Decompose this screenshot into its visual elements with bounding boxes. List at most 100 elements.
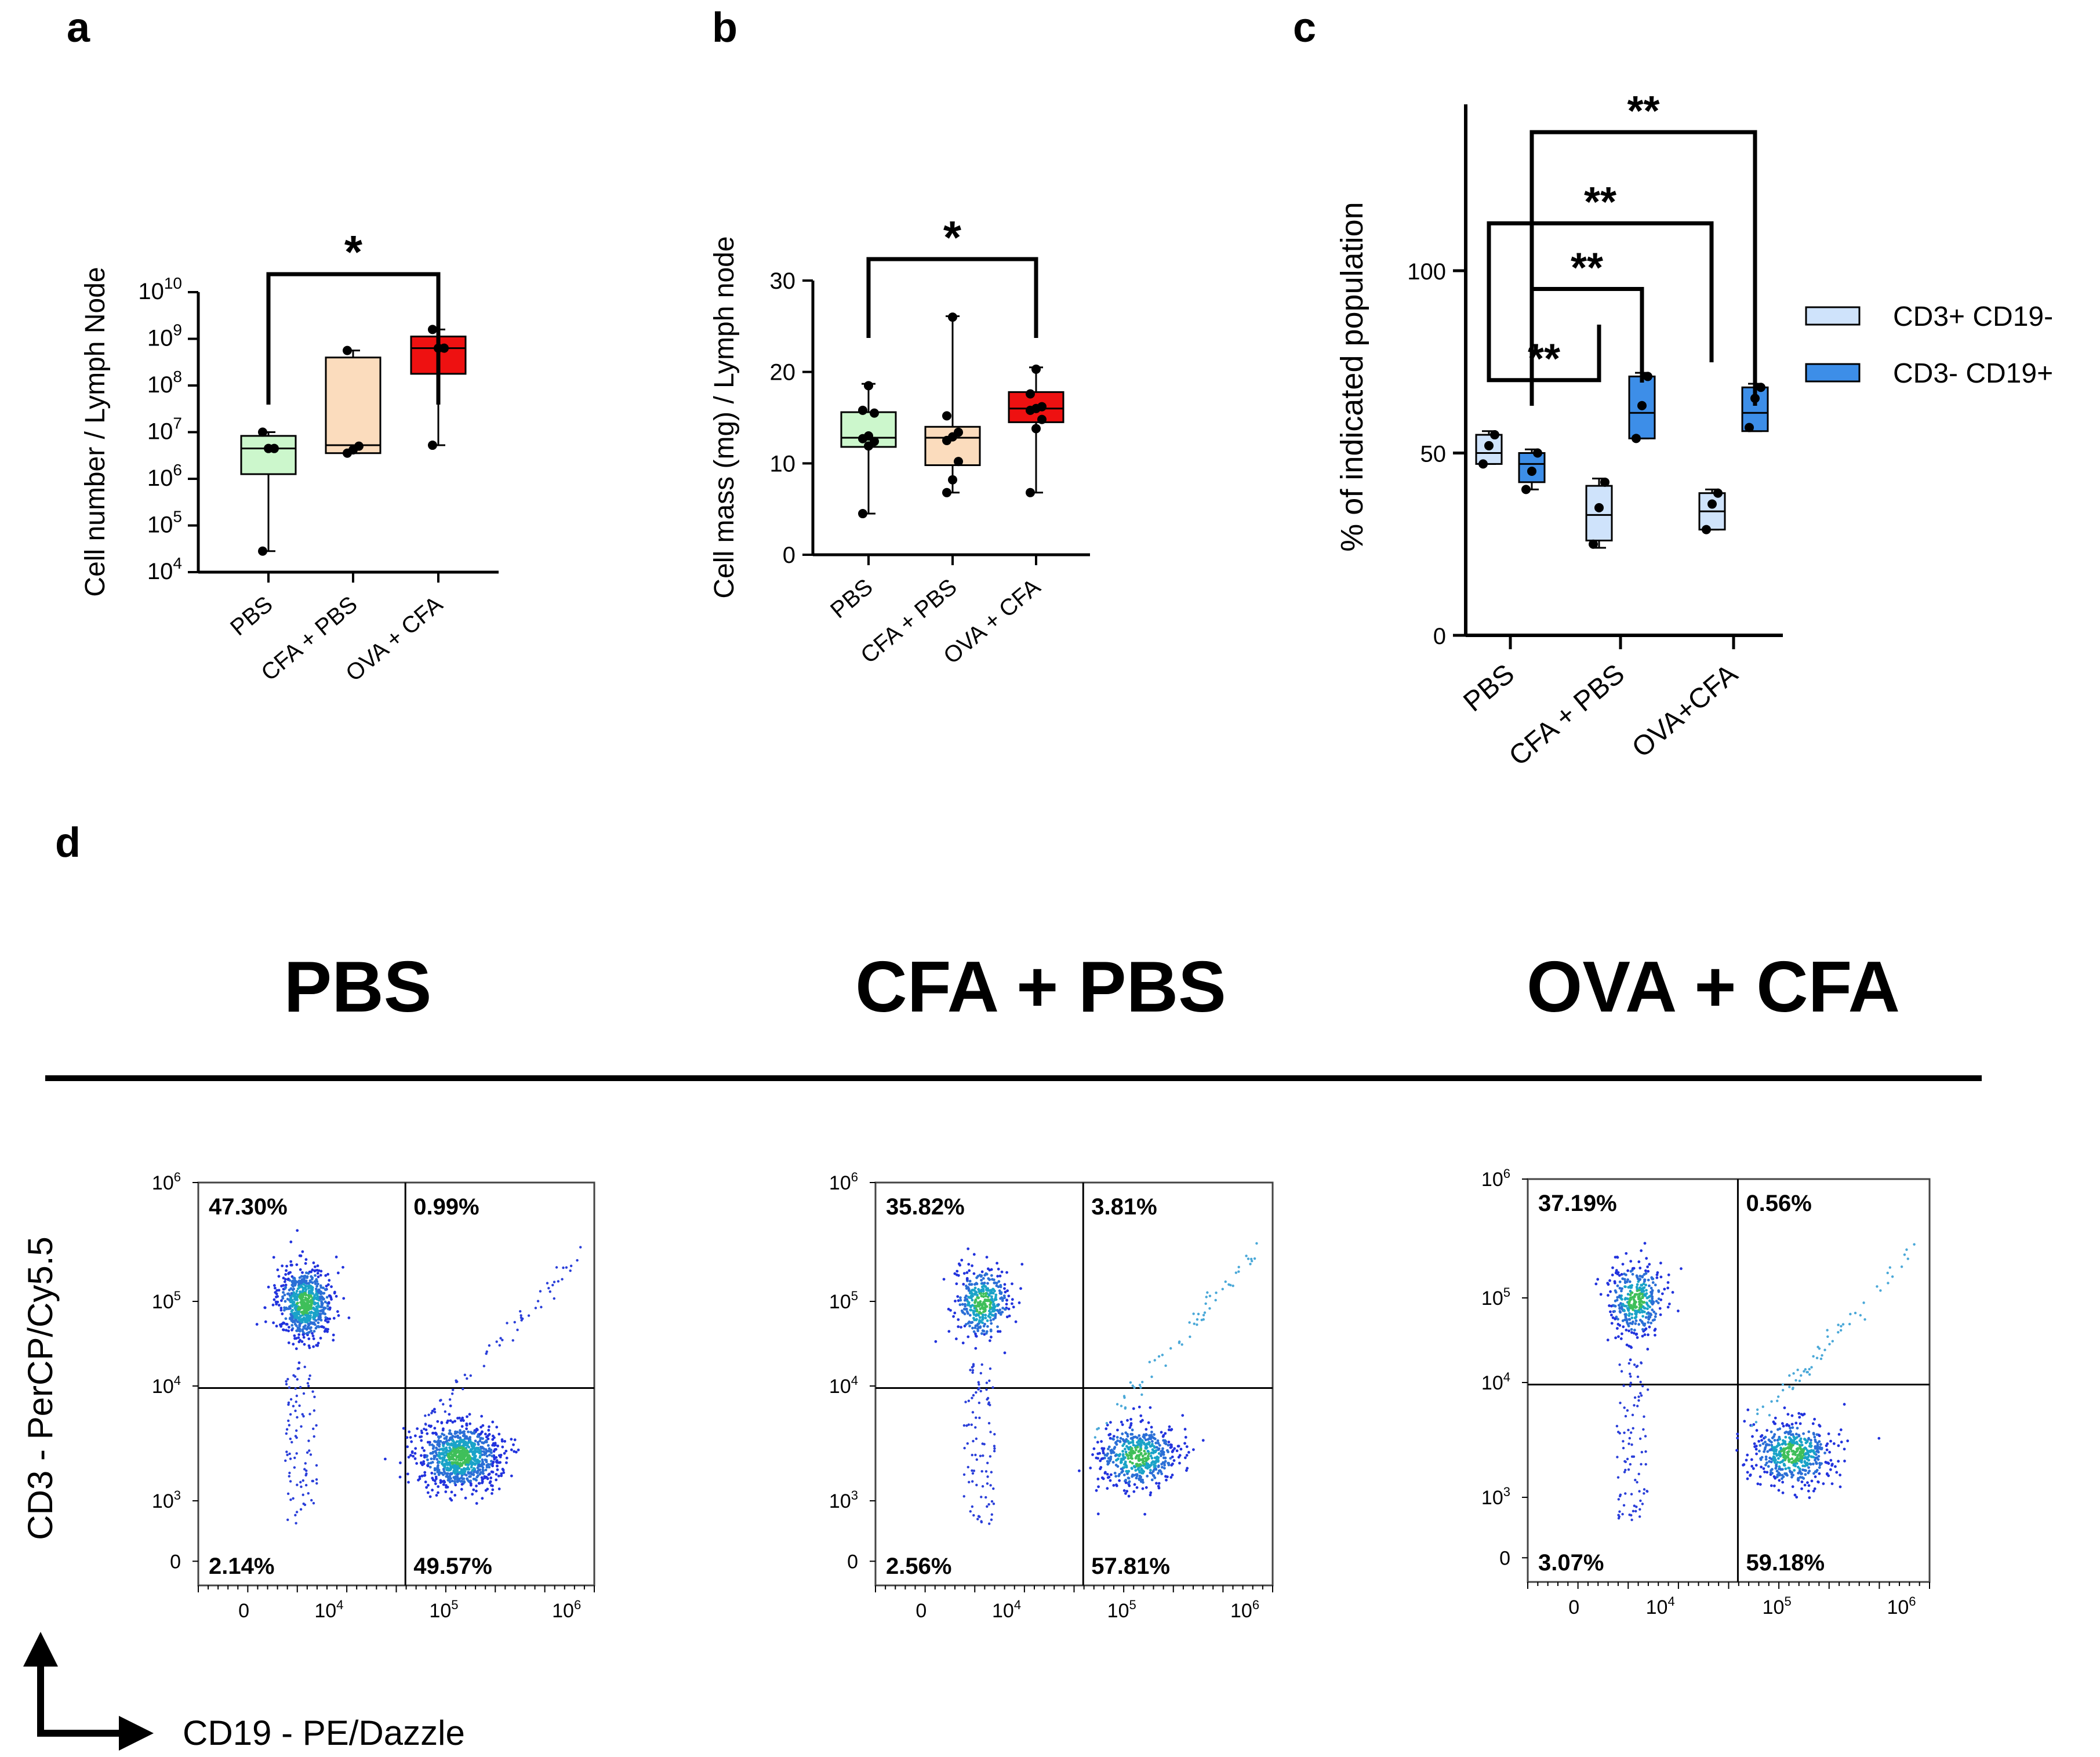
y-tick-label: 106 [1481,1166,1510,1191]
panel-label-b: b [712,5,737,51]
event-dot [1114,1475,1118,1478]
y-tick-label: 108 [147,368,182,398]
event-dot [957,1299,960,1303]
event-dot [441,1432,444,1436]
event-dot [292,1313,295,1316]
event-dot [497,1487,501,1490]
event-dot [997,1311,1001,1315]
box-iqr [240,435,297,475]
event-dot [964,1400,967,1403]
event-dot [297,1367,300,1370]
event-dot [462,1472,465,1475]
event-dot [987,1315,990,1318]
event-dot [1624,1315,1627,1319]
event-dot [407,1480,410,1484]
event-dot [1900,1265,1903,1268]
event-dot [322,1292,326,1295]
event-dot [450,1472,453,1476]
event-dot [1001,1299,1004,1303]
event-dot [472,1442,475,1445]
x-tick-label: CFA + PBS [1503,659,1630,772]
event-dot [486,1437,490,1440]
event-dot [1743,1420,1746,1423]
event-dot [957,1325,960,1329]
event-dot [1116,1436,1119,1439]
event-dot [1118,1472,1121,1476]
event-dot [487,1473,491,1476]
event-dot [1798,1467,1801,1471]
event-dot [1005,1271,1008,1274]
event-dot [1837,1331,1840,1334]
event-dot [1616,1318,1619,1321]
event-dot [962,1473,966,1476]
event-dot [293,1294,297,1297]
event-dot [1641,1275,1644,1278]
event-dot [304,1286,307,1289]
event-dot [1631,1413,1634,1417]
event-dot [292,1497,295,1500]
event-dot [1781,1474,1784,1477]
event-dot [1786,1450,1789,1454]
event-dot [1611,1266,1614,1269]
event-dot [1645,1489,1648,1493]
event-dot [1164,1442,1168,1446]
event-dot [1642,1428,1645,1431]
event-dot [1161,1465,1164,1469]
event-dot [1794,1432,1798,1436]
quadrant-lr: 59.18% [1746,1550,1825,1576]
event-dot [409,1436,412,1439]
event-dot [1627,1314,1631,1317]
event-dot [1215,1291,1218,1294]
event-dot [1129,1441,1132,1445]
event-dot [1773,1439,1776,1442]
event-dot [1788,1385,1791,1388]
event-dot [1792,1453,1794,1456]
event-dot [439,1435,442,1438]
event-dot [971,1366,974,1369]
event-dot [1157,1465,1160,1468]
x-tick-label: 104 [314,1598,343,1622]
event-dot [985,1330,989,1333]
event-dot [1746,1408,1750,1412]
event-dot [1121,1450,1124,1453]
event-dot [288,1326,290,1329]
event-dot [1138,1384,1142,1387]
x-tick-label: 0 [1568,1596,1579,1618]
event-dot [290,1280,294,1283]
data-point [858,405,867,415]
event-dot [273,1298,276,1301]
event-dot [1826,1329,1829,1332]
event-dot [315,1424,318,1427]
event-dot [1171,1474,1174,1476]
event-dot [1783,1464,1786,1467]
event-dot [297,1361,301,1365]
event-dot [307,1439,310,1442]
event-dot [277,1304,281,1307]
event-dot [272,1321,275,1325]
event-dot [296,1301,299,1305]
event-dot [1138,1478,1141,1481]
event-dot [1767,1465,1770,1468]
event-dot [978,1316,982,1319]
event-dot [433,1410,437,1414]
event-dot [1189,1335,1191,1338]
event-dot [1638,1293,1641,1296]
event-dot [310,1311,313,1315]
event-dot [454,1461,457,1464]
event-dot [976,1302,980,1305]
event-dot [308,1317,312,1320]
event-dot [967,1465,969,1469]
event-dot [296,1416,299,1419]
event-dot [300,1303,303,1306]
event-dot [1615,1315,1618,1319]
event-dot [976,1324,979,1327]
event-dot [1632,1455,1636,1458]
event-dot [1153,1464,1157,1468]
event-dot [299,1508,303,1511]
event-dot [993,1432,996,1436]
event-dot [1736,1432,1739,1436]
event-dot [993,1298,997,1301]
event-dot [1626,1269,1630,1272]
event-dot [459,1429,462,1432]
event-dot [1145,1447,1148,1450]
